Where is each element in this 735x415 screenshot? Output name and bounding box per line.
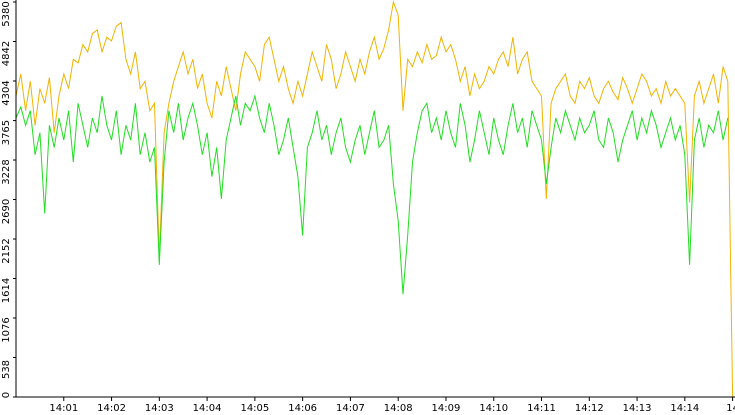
x-tick-label: 14:05	[240, 403, 269, 414]
x-tick-label: 14:10	[479, 403, 508, 414]
y-tick-label: 3228	[1, 159, 12, 184]
y-tick-label: 4304	[1, 80, 12, 105]
y-tick-label: 538	[1, 360, 12, 379]
y-tick-label: 2690	[1, 199, 12, 224]
x-tick-label: 14	[726, 403, 735, 414]
x-tick-label: 14:01	[49, 403, 78, 414]
x-tick-label: 14:13	[623, 403, 652, 414]
x-tick-label: 14:02	[97, 403, 126, 414]
y-tick-label: 4842	[1, 41, 12, 66]
y-tick-label: 1076	[1, 317, 12, 342]
x-tick-label: 14:06	[288, 403, 317, 414]
x-tick-label: 14:11	[527, 403, 556, 414]
x-tick-label: 14:04	[193, 403, 222, 414]
y-tick-label: 3765	[1, 120, 12, 145]
y-tick-label: 2152	[1, 238, 12, 263]
x-tick-label: 14:12	[575, 403, 604, 414]
series-line	[15, 94, 729, 295]
x-tick-label: 14:03	[145, 403, 174, 414]
y-tick-label: 0	[1, 392, 12, 398]
x-tick-label: 14:09	[432, 403, 461, 414]
x-tick-label: 14:14	[670, 403, 699, 414]
y-tick-label: 5380	[1, 1, 12, 26]
x-tick-label: 14:08	[384, 403, 413, 414]
y-tick-label: 1614	[1, 278, 12, 303]
x-tick-label: 14:07	[336, 403, 365, 414]
series-line	[15, 0, 734, 398]
